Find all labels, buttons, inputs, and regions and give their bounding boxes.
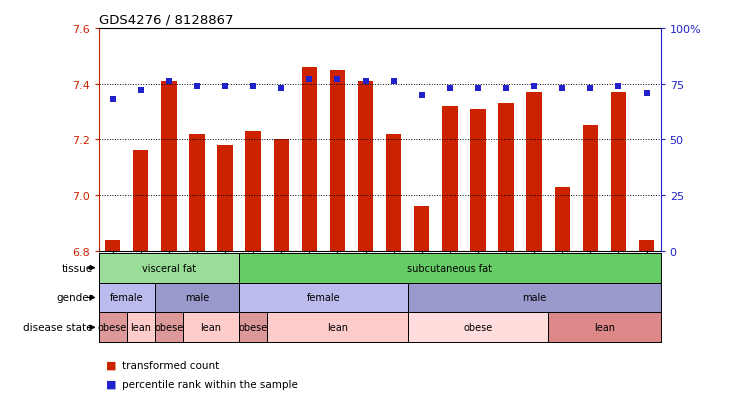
- Bar: [499, 104, 514, 251]
- Bar: [301, 68, 317, 251]
- Text: lean: lean: [594, 323, 615, 332]
- Bar: [583, 126, 598, 251]
- Bar: [161, 82, 177, 251]
- Bar: [155, 283, 239, 313]
- Bar: [442, 107, 458, 251]
- Text: transformed count: transformed count: [122, 360, 219, 370]
- Text: male: male: [185, 293, 209, 303]
- Bar: [105, 240, 120, 251]
- Bar: [245, 132, 261, 251]
- Bar: [274, 140, 289, 251]
- Text: male: male: [522, 293, 546, 303]
- Bar: [267, 313, 407, 342]
- Text: disease state: disease state: [23, 323, 93, 332]
- Bar: [99, 253, 239, 283]
- Bar: [470, 109, 485, 251]
- Bar: [414, 206, 429, 251]
- Bar: [526, 93, 542, 251]
- Bar: [639, 240, 654, 251]
- Bar: [99, 313, 127, 342]
- Text: obese: obese: [154, 323, 183, 332]
- Text: percentile rank within the sample: percentile rank within the sample: [122, 379, 298, 389]
- Text: female: female: [307, 293, 340, 303]
- Bar: [182, 313, 239, 342]
- Bar: [358, 82, 373, 251]
- Text: ■: ■: [106, 379, 116, 389]
- Bar: [407, 283, 661, 313]
- Bar: [611, 93, 626, 251]
- Bar: [386, 135, 402, 251]
- Bar: [99, 283, 155, 313]
- Text: visceral fat: visceral fat: [142, 263, 196, 273]
- Bar: [239, 253, 661, 283]
- Bar: [548, 313, 661, 342]
- Bar: [555, 187, 570, 251]
- Text: obese: obese: [464, 323, 493, 332]
- Bar: [189, 135, 204, 251]
- Text: tissue: tissue: [62, 263, 93, 273]
- Bar: [218, 145, 233, 251]
- Bar: [155, 313, 182, 342]
- Bar: [407, 313, 548, 342]
- Text: subcutaneous fat: subcutaneous fat: [407, 263, 492, 273]
- Bar: [330, 71, 345, 251]
- Text: obese: obese: [239, 323, 268, 332]
- Text: lean: lean: [130, 323, 151, 332]
- Bar: [127, 313, 155, 342]
- Bar: [239, 313, 267, 342]
- Text: female: female: [110, 293, 144, 303]
- Text: gender: gender: [56, 293, 93, 303]
- Bar: [133, 151, 148, 251]
- Bar: [239, 283, 407, 313]
- Text: lean: lean: [201, 323, 221, 332]
- Text: ■: ■: [106, 360, 116, 370]
- Text: GDS4276 / 8128867: GDS4276 / 8128867: [99, 13, 233, 26]
- Text: obese: obese: [98, 323, 127, 332]
- Text: lean: lean: [327, 323, 348, 332]
